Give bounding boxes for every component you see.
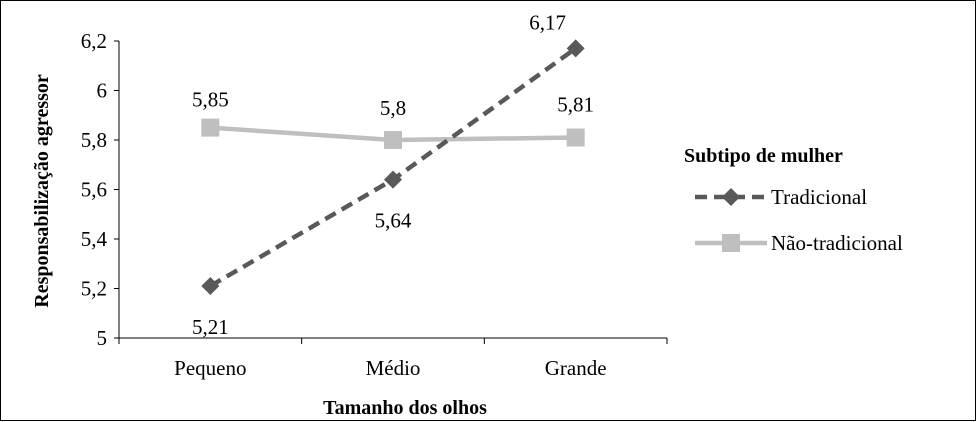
data-label: 5,81 <box>557 93 594 117</box>
x-tick-label: Pequeno <box>174 356 246 380</box>
y-tick-label: 5,6 <box>81 178 107 202</box>
data-label: 6,17 <box>529 10 566 34</box>
series-tradicional <box>201 39 585 296</box>
data-label: 5,21 <box>192 315 229 339</box>
y-tick-label: 6,2 <box>81 29 107 53</box>
y-tick-label: 5,8 <box>81 128 107 152</box>
legend-items: Tradicional Não-tradicional <box>695 185 903 255</box>
data-point <box>201 277 220 296</box>
data-point <box>201 118 220 137</box>
series-layer <box>201 39 585 296</box>
data-labels: 5,85 5,8 5,81 5,21 5,64 6,17 <box>192 10 594 339</box>
data-label: 5,8 <box>380 96 406 120</box>
legend-label: Tradicional <box>771 185 867 209</box>
series-nao-tradicional <box>201 118 585 149</box>
legend-marker <box>722 188 740 206</box>
y-tick-label: 6 <box>97 79 108 103</box>
y-tick-label: 5,2 <box>81 277 107 301</box>
y-axis-title: Responsabilização agressor <box>31 74 53 308</box>
legend-title: Subtipo de mulher <box>684 145 843 167</box>
series-line <box>209 46 577 288</box>
legend-entry: Tradicional <box>695 185 867 209</box>
x-tick-label: Médio <box>366 356 421 380</box>
legend-label: Não-tradicional <box>771 231 903 255</box>
data-label: 5,85 <box>192 88 229 112</box>
y-tick-label: 5 <box>97 326 108 350</box>
data-point <box>566 128 585 147</box>
legend-marker <box>722 234 740 252</box>
data-point <box>566 39 585 58</box>
x-tick-label: Grande <box>545 356 607 380</box>
axes: 5 5,2 5,4 5,6 5,8 6 6,2 Pequeno Médio Grande <box>81 29 668 380</box>
data-label: 5,64 <box>375 209 412 233</box>
data-point <box>384 131 402 149</box>
legend: Subtipo de mulher Tradicional Não-tradici… <box>684 145 903 255</box>
y-tick-label: 5,4 <box>81 227 108 251</box>
x-axis-title: Tamanho dos olhos <box>323 397 487 419</box>
data-point <box>384 170 402 189</box>
legend-entry: Não-tradicional <box>695 231 903 255</box>
